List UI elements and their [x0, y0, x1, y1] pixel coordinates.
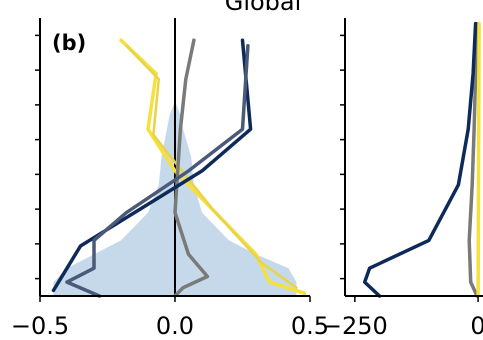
left-x-tick-label: 0.0 [156, 312, 194, 340]
series-layer-left [51, 38, 307, 298]
left-series-line-4 [51, 38, 253, 293]
right-series-line-1 [467, 21, 479, 298]
left-x-tick-label: −0.5 [11, 312, 69, 340]
left-series-line-5 [65, 44, 250, 298]
panel-right: −250 0 [322, 18, 483, 340]
left-x-tick-label: 0.5 [291, 312, 329, 340]
right-x-tick-label: −250 [322, 312, 388, 340]
right-series-line-3 [476, 21, 481, 298]
panel-label: (b) [52, 31, 86, 55]
right-x-tick-label: 0 [470, 312, 483, 340]
figure-title: Global [225, 0, 302, 16]
series-layer-right [362, 21, 481, 298]
left-series-line-3 [173, 38, 210, 298]
right-series-line-2 [362, 21, 478, 298]
left-series-line-1 [119, 38, 307, 295]
panel-left: −0.5 0.0 0.5 (b) [11, 18, 329, 340]
axes-left: −0.5 0.0 0.5 [11, 18, 329, 340]
axes-right: −250 0 [322, 18, 483, 340]
